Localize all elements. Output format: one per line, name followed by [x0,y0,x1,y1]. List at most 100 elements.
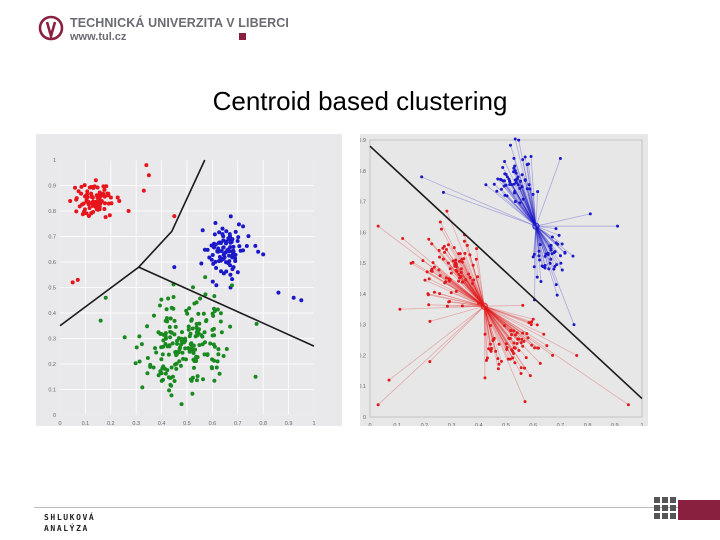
centroid-link [535,226,541,260]
centroid-link [483,306,493,349]
data-point [229,239,234,244]
centroid-link [535,226,543,267]
centroid-link [451,272,485,307]
data-point [98,318,103,323]
data-point [154,350,159,355]
y-tick-label: 0.9 [48,184,56,190]
x-tick-label: 0.3 [132,421,140,426]
data-point [177,359,182,364]
data-point [512,341,516,345]
data-point [530,343,534,347]
data-point [79,191,84,196]
centroid-marker [532,222,540,230]
data-point [86,213,91,218]
data-point [188,377,193,382]
data-point [512,351,516,355]
data-point [513,361,517,365]
data-point [477,301,481,305]
data-point [190,326,195,331]
centroid-link [535,225,556,252]
data-point [231,244,236,249]
data-point [401,236,405,240]
centroid-link [504,195,537,227]
data-point [528,187,532,191]
centroid-link [448,262,485,307]
y-tick-label: 0.4 [360,292,366,298]
data-point [82,183,87,188]
centroid-link [484,305,629,406]
centroid-link [535,226,549,255]
data-point [515,342,519,346]
data-point [83,194,88,199]
centroid-link [426,271,485,307]
decision-boundary [59,159,206,327]
centroid-link [463,258,485,307]
data-point [425,270,429,274]
data-point [522,339,526,343]
centroid-link [483,306,508,348]
data-point [555,293,559,297]
centroid-link [377,305,485,405]
data-point [89,191,94,196]
centroid-link [440,221,485,307]
data-point [445,304,449,308]
data-point [548,261,552,265]
data-point [520,185,524,189]
centroid-link [421,176,537,227]
y-tick-label: 0.2 [48,362,56,368]
centroid-link [483,305,505,326]
data-point [508,143,512,147]
decision-boundary [138,266,315,347]
data-point [447,300,451,304]
x-tick-label: 1 [312,421,315,426]
centroid-link [461,272,485,307]
data-point [518,201,522,205]
data-point [102,187,107,192]
data-point [575,353,579,357]
data-point [441,257,445,261]
data-point [197,327,202,332]
tile-grid-icon [654,497,676,519]
centroid-link [535,225,574,257]
data-point [489,349,493,353]
data-point [172,379,177,384]
data-point [439,227,443,231]
data-point [163,371,168,376]
centroid-link [535,226,555,270]
data-point [376,224,380,228]
data-point [539,279,543,283]
data-point [398,307,402,311]
centroid-link [439,275,485,307]
centroid-link [472,283,485,307]
data-point [462,239,466,243]
data-point [463,251,467,255]
data-point [549,248,553,252]
centroid-link [513,158,537,227]
data-point [224,346,229,351]
data-point [427,237,431,241]
data-point [115,195,120,200]
centroid-link [475,259,485,307]
centroid-link [535,225,557,244]
data-point [430,267,434,271]
centroid-link [496,190,537,227]
centroid-link [484,305,534,320]
centroid-link [460,268,485,307]
university-url[interactable]: www.tul.cz [70,31,127,43]
data-point [216,347,221,352]
data-point [169,305,174,310]
data-point [202,330,207,335]
centroid-link [517,176,537,227]
data-point [209,366,214,371]
centroid-link [402,238,485,307]
data-point [103,215,108,220]
data-point [214,283,219,288]
y-tick-label: 0.4 [48,311,56,317]
data-point [72,185,77,190]
centroid-link [522,199,537,227]
y-tick-label: 0.2 [360,353,366,359]
data-point [237,244,242,249]
centroid-link [493,183,537,227]
data-point [491,338,495,342]
data-point [494,349,498,353]
